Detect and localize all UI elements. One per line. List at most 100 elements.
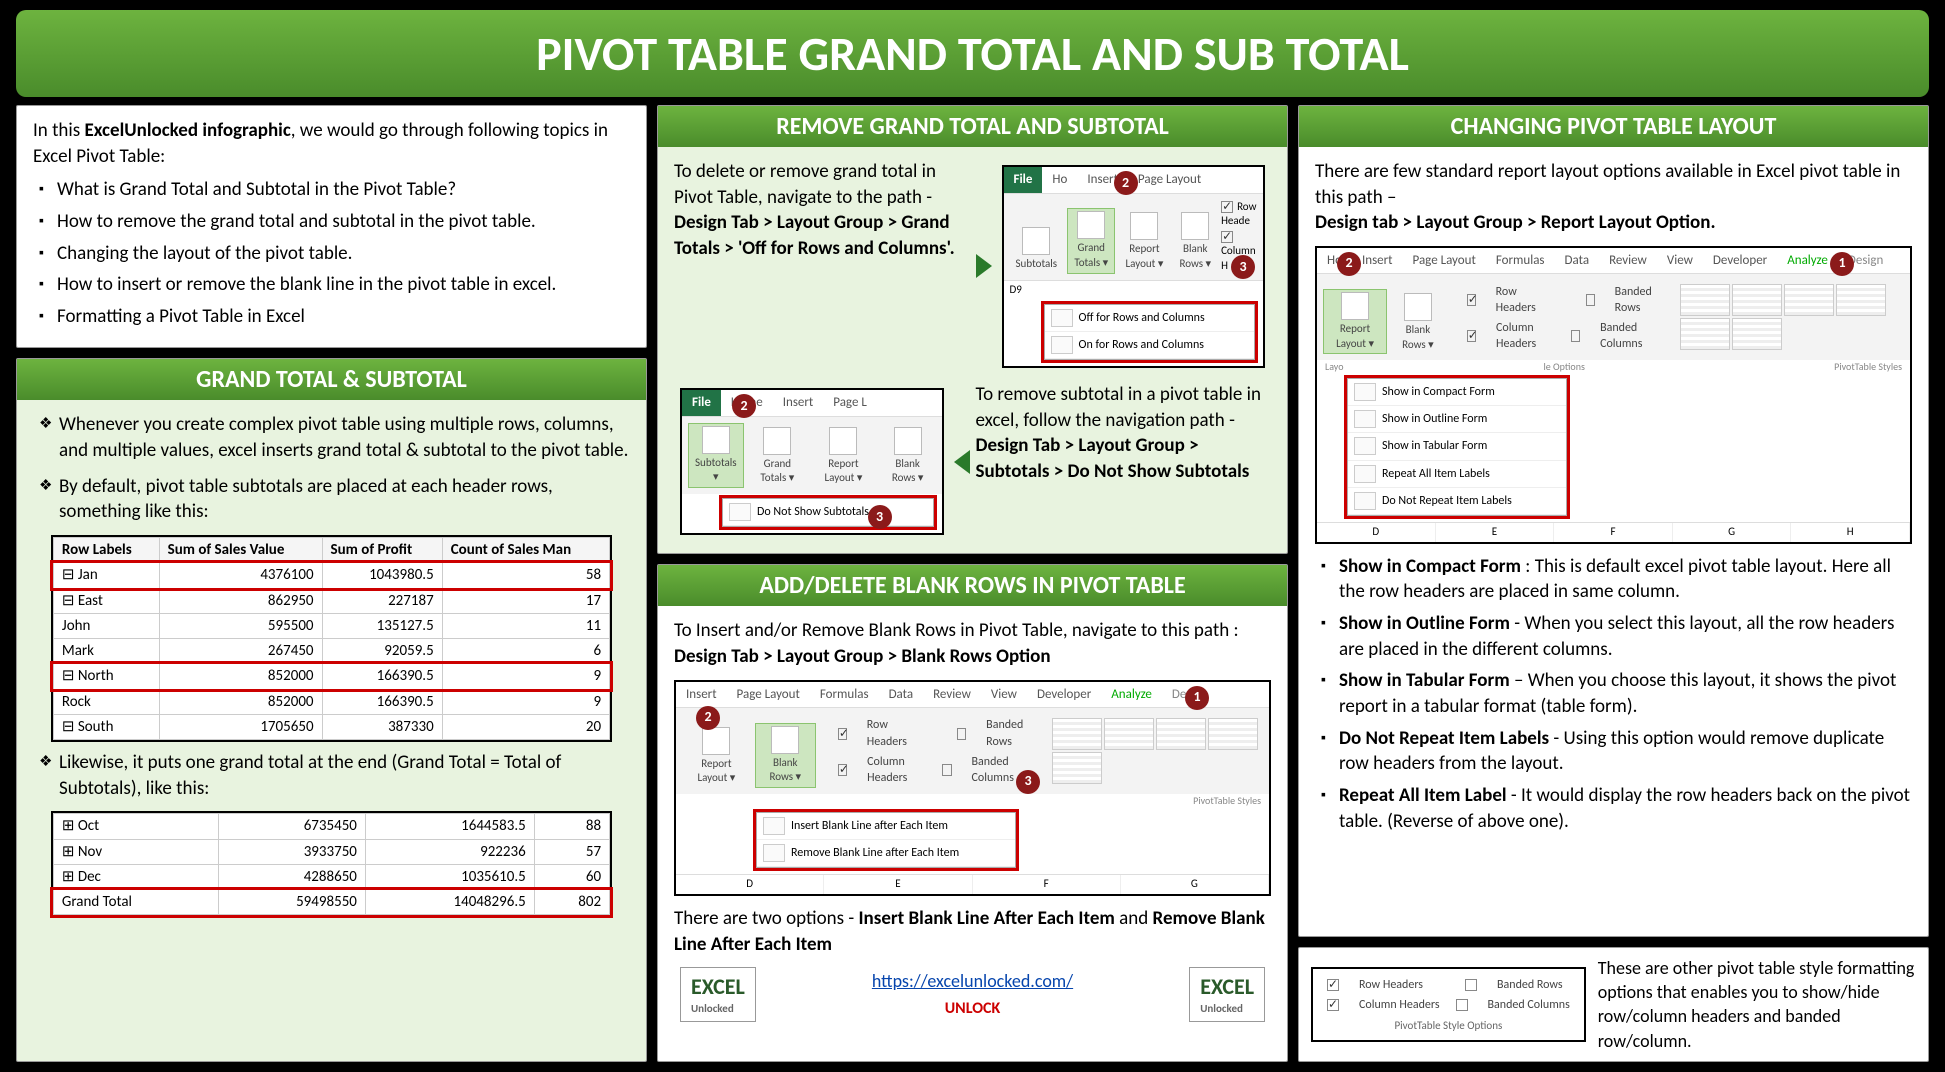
remove-card: REMOVE GRAND TOTAL AND SUBTOTAL To delet… (657, 105, 1288, 554)
ribbon-tab[interactable]: View (1657, 248, 1703, 274)
banded-rows-check-3[interactable] (957, 728, 966, 740)
menu-item[interactable]: Do Not Repeat Item Labels (1348, 488, 1566, 515)
row-headers-check-4[interactable] (1467, 294, 1476, 306)
report-layout-button-3[interactable]: Report Layout ▾ (682, 725, 751, 789)
ribbon-tab[interactable]: Data (1555, 248, 1600, 274)
blankrows-p1: To Insert and/or Remove Blank Rows in Pi… (674, 618, 1271, 644)
page-title: PIVOT TABLE GRAND TOTAL AND SUB TOTAL (16, 10, 1929, 97)
opt-col-headers[interactable] (1327, 999, 1339, 1011)
gallery-label-4: PivotTable Styles (1834, 360, 1902, 374)
blankrows-header: ADD/DELETE BLANK ROWS IN PIVOT TABLE (658, 565, 1287, 606)
report-layout-button-2[interactable]: Report Layout ▾ (811, 425, 876, 489)
menu-remove-blank[interactable]: Remove Blank Line after Each Item (757, 840, 1015, 867)
intro-card: In this ExcelUnlocked infographic, we wo… (16, 105, 647, 348)
ribbon-tab[interactable]: Developer (1027, 682, 1101, 708)
menu-item[interactable]: Repeat All Item Labels (1348, 461, 1566, 488)
tab-home[interactable]: Ho (1042, 167, 1077, 193)
ribbon-tab[interactable]: Review (923, 682, 981, 708)
banded-cols-check-4[interactable] (1571, 330, 1580, 342)
remove-p2-pre: To remove subtotal in a pivot table in e… (976, 383, 1262, 432)
menu-off-rows-cols[interactable]: Off for Rows and Columns (1045, 305, 1255, 332)
step-badge-3c: 3 (1016, 770, 1040, 794)
step-badge-3b: 3 (868, 505, 892, 529)
excel-unlocked-logo-2: EXCELUnlocked (1189, 967, 1265, 1022)
le-options-label: le Options (1544, 360, 1585, 374)
ribbon-tab[interactable]: Developer (1703, 248, 1777, 274)
step-badge-1d: 1 (1830, 252, 1854, 276)
menu-item[interactable]: Show in Compact Form (1348, 379, 1566, 406)
intro-lead: In this ExcelUnlocked infographic, we wo… (33, 118, 630, 169)
opt-banded-cols[interactable] (1456, 999, 1468, 1011)
row-headers-checkbox[interactable] (1221, 201, 1233, 213)
layout-option-item: Show in Tabular Form – When you choose t… (1321, 668, 1912, 719)
remove-p1-pre: To delete or remove grand total in Pivot… (674, 160, 936, 209)
row-headers-check-3[interactable] (838, 728, 847, 740)
gallery-label: PivotTable Styles (676, 794, 1269, 808)
ribbon-tab[interactable]: Analyze (1101, 682, 1162, 708)
col-headers-checkbox[interactable] (1221, 231, 1233, 243)
grand-totals-button-2[interactable]: Grand Totals ▾ (748, 425, 808, 489)
menu-insert-blank[interactable]: Insert Blank Line after Each Item (757, 813, 1015, 840)
col-headers-check-3[interactable] (838, 764, 847, 776)
menu-no-subtotals[interactable]: Do Not Show Subtotals (723, 499, 933, 526)
ribbon-tab[interactable]: View (981, 682, 1027, 708)
step-badge-2c: 2 (696, 706, 720, 730)
tab-pagelayout[interactable]: Page Layout (1128, 167, 1211, 193)
blank-rows-button-2[interactable]: Blank Rows ▾ (880, 425, 936, 489)
step-badge-1c: 1 (1185, 686, 1209, 710)
subtotal-p2: By default, pivot table subtotals are pl… (39, 474, 630, 525)
unlock-label: UNLOCK (945, 999, 1001, 1018)
layout-option-item: Do Not Repeat Item Labels - Using this o… (1321, 726, 1912, 777)
ribbon-tab[interactable]: Analyze (1777, 248, 1838, 274)
banded-cols-check-3[interactable] (942, 764, 951, 776)
menu-on-rows-cols[interactable]: On for Rows and Columns (1045, 332, 1255, 359)
layout-screenshot: 2 1 HoInsertPage LayoutFormulasDataRevie… (1315, 246, 1912, 544)
step-badge-2d: 2 (1337, 252, 1361, 276)
ribbon-tab[interactable]: Page Layout (1403, 248, 1486, 274)
remove-p2-bold: Design Tab > Layout Group > Subtotals > … (976, 434, 1250, 483)
grand-totals-button[interactable]: Grand Totals ▾ (1067, 208, 1115, 274)
report-layout-menu: Show in Compact FormShow in Outline Form… (1347, 378, 1567, 516)
banded-rows-check-4[interactable] (1586, 294, 1595, 306)
blank-rows-button-3[interactable]: Blank Rows ▾ (755, 723, 816, 789)
subtotal-p3: Likewise, it puts one grand total at the… (39, 750, 630, 801)
ribbon-tab[interactable]: Formulas (810, 682, 879, 708)
tab-insert-2[interactable]: Insert (773, 390, 824, 416)
styleopts-card: Row HeadersBanded Rows Column HeadersBan… (1298, 947, 1929, 1062)
subtotals-button[interactable]: Subtotals (1010, 225, 1064, 274)
style-swatch[interactable] (1052, 718, 1102, 750)
blankrows-p1b: Design Tab > Layout Group > Blank Rows O… (674, 645, 1051, 668)
subtotals-button-2[interactable]: Subtotals ▾ (688, 423, 744, 489)
ribbon-tab[interactable]: Insert (676, 682, 727, 708)
layout-card: CHANGING PIVOT TABLE LAYOUT There are fe… (1298, 105, 1929, 937)
blank-rows-button-4[interactable]: Blank Rows ▾ (1391, 291, 1445, 355)
menu-item[interactable]: Show in Tabular Form (1348, 433, 1566, 460)
intro-topic: Changing the layout of the pivot table. (39, 241, 630, 267)
opt-row-headers[interactable] (1327, 979, 1339, 991)
file-tab-2[interactable]: File (682, 390, 721, 416)
site-link[interactable]: https://excelunlocked.com/ (872, 970, 1073, 992)
intro-lead-bold: ExcelUnlocked infographic (85, 119, 291, 142)
subtotal-table-2: ⊞ Oct67354501644583.588⊞ Nov393375092223… (51, 811, 612, 917)
style-options-box: Row HeadersBanded Rows Column HeadersBan… (1311, 967, 1586, 1042)
column-3: CHANGING PIVOT TABLE LAYOUT There are fe… (1298, 105, 1929, 1062)
ribbon-tab[interactable]: Formulas (1486, 248, 1555, 274)
intro-topic: How to insert or remove the blank line i… (39, 272, 630, 298)
blankrows-screenshot: 2 1 3 InsertPage LayoutFormulasDataRevie… (674, 680, 1271, 896)
col-headers-check-4[interactable] (1467, 330, 1476, 342)
report-layout-button-4[interactable]: Report Layout ▾ (1323, 289, 1387, 355)
layout-p1: There are few standard report layout opt… (1315, 159, 1912, 210)
remove-p1-bold: Design Tab > Layout Group > Grand Totals… (674, 211, 955, 260)
opt-banded-rows[interactable] (1465, 979, 1477, 991)
subtotal-p1: Whenever you create complex pivot table … (39, 412, 630, 463)
blank-rows-button[interactable]: Blank Rows ▾ (1173, 210, 1217, 274)
grand-totals-menu: Off for Rows and Columns On for Rows and… (1044, 304, 1256, 360)
file-tab[interactable]: File (1004, 167, 1043, 193)
menu-item[interactable]: Show in Outline Form (1348, 406, 1566, 433)
ribbon-tab[interactable]: Data (879, 682, 924, 708)
layo-label: Layo (1325, 360, 1344, 374)
tab-pagel-2[interactable]: Page L (823, 390, 877, 416)
ribbon-tab[interactable]: Review (1599, 248, 1657, 274)
ribbon-tab[interactable]: Page Layout (727, 682, 810, 708)
report-layout-button[interactable]: Report Layout ▾ (1119, 210, 1169, 274)
